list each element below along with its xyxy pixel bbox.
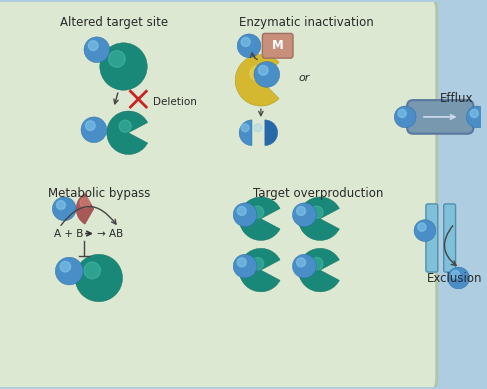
- Text: Enzymatic inactivation: Enzymatic inactivation: [239, 16, 374, 29]
- Text: Altered target site: Altered target site: [59, 16, 168, 29]
- Wedge shape: [107, 111, 148, 154]
- Circle shape: [233, 203, 257, 227]
- Circle shape: [53, 197, 76, 221]
- Circle shape: [241, 37, 250, 47]
- Wedge shape: [239, 248, 280, 292]
- Circle shape: [293, 203, 316, 227]
- Circle shape: [81, 117, 107, 143]
- Text: or: or: [299, 74, 310, 83]
- Circle shape: [297, 258, 305, 267]
- Circle shape: [311, 258, 323, 270]
- Wedge shape: [239, 120, 252, 145]
- Circle shape: [254, 124, 262, 132]
- Circle shape: [56, 257, 83, 285]
- Circle shape: [293, 254, 316, 278]
- Circle shape: [56, 200, 65, 210]
- Text: A + B: A + B: [55, 228, 84, 238]
- Circle shape: [80, 198, 90, 208]
- Circle shape: [414, 220, 436, 242]
- Circle shape: [119, 120, 131, 132]
- Circle shape: [233, 254, 257, 278]
- FancyBboxPatch shape: [0, 0, 437, 389]
- Wedge shape: [299, 248, 339, 292]
- Circle shape: [448, 267, 469, 289]
- Circle shape: [252, 206, 264, 218]
- Circle shape: [258, 65, 268, 75]
- Circle shape: [237, 34, 261, 58]
- FancyBboxPatch shape: [407, 100, 473, 134]
- FancyBboxPatch shape: [444, 204, 455, 272]
- Wedge shape: [239, 197, 280, 240]
- Text: → AB: → AB: [97, 228, 123, 238]
- Wedge shape: [265, 120, 278, 145]
- Circle shape: [241, 124, 249, 132]
- Circle shape: [237, 258, 246, 267]
- Text: Efflux: Efflux: [440, 92, 473, 105]
- Circle shape: [84, 262, 100, 279]
- Circle shape: [398, 109, 406, 117]
- FancyBboxPatch shape: [426, 204, 438, 272]
- Circle shape: [60, 261, 71, 272]
- Circle shape: [75, 254, 123, 302]
- Wedge shape: [299, 197, 339, 240]
- Text: M: M: [272, 39, 283, 52]
- Circle shape: [418, 223, 426, 231]
- Circle shape: [237, 207, 246, 216]
- Text: Deletion: Deletion: [153, 97, 197, 107]
- Circle shape: [84, 37, 110, 63]
- Circle shape: [467, 106, 487, 128]
- Text: Metabolic bypass: Metabolic bypass: [48, 187, 150, 200]
- Circle shape: [88, 41, 98, 51]
- Circle shape: [109, 51, 125, 67]
- Wedge shape: [76, 193, 94, 224]
- Circle shape: [100, 43, 147, 90]
- Circle shape: [250, 66, 264, 81]
- Circle shape: [254, 61, 280, 87]
- Circle shape: [470, 109, 478, 117]
- Wedge shape: [235, 55, 279, 106]
- Circle shape: [311, 206, 323, 218]
- FancyBboxPatch shape: [262, 33, 293, 58]
- Circle shape: [394, 106, 416, 128]
- Circle shape: [297, 207, 305, 216]
- Circle shape: [451, 270, 460, 279]
- Text: Exclusion: Exclusion: [427, 272, 482, 285]
- Circle shape: [252, 258, 264, 270]
- Circle shape: [85, 121, 95, 131]
- Text: Target overproduction: Target overproduction: [253, 187, 383, 200]
